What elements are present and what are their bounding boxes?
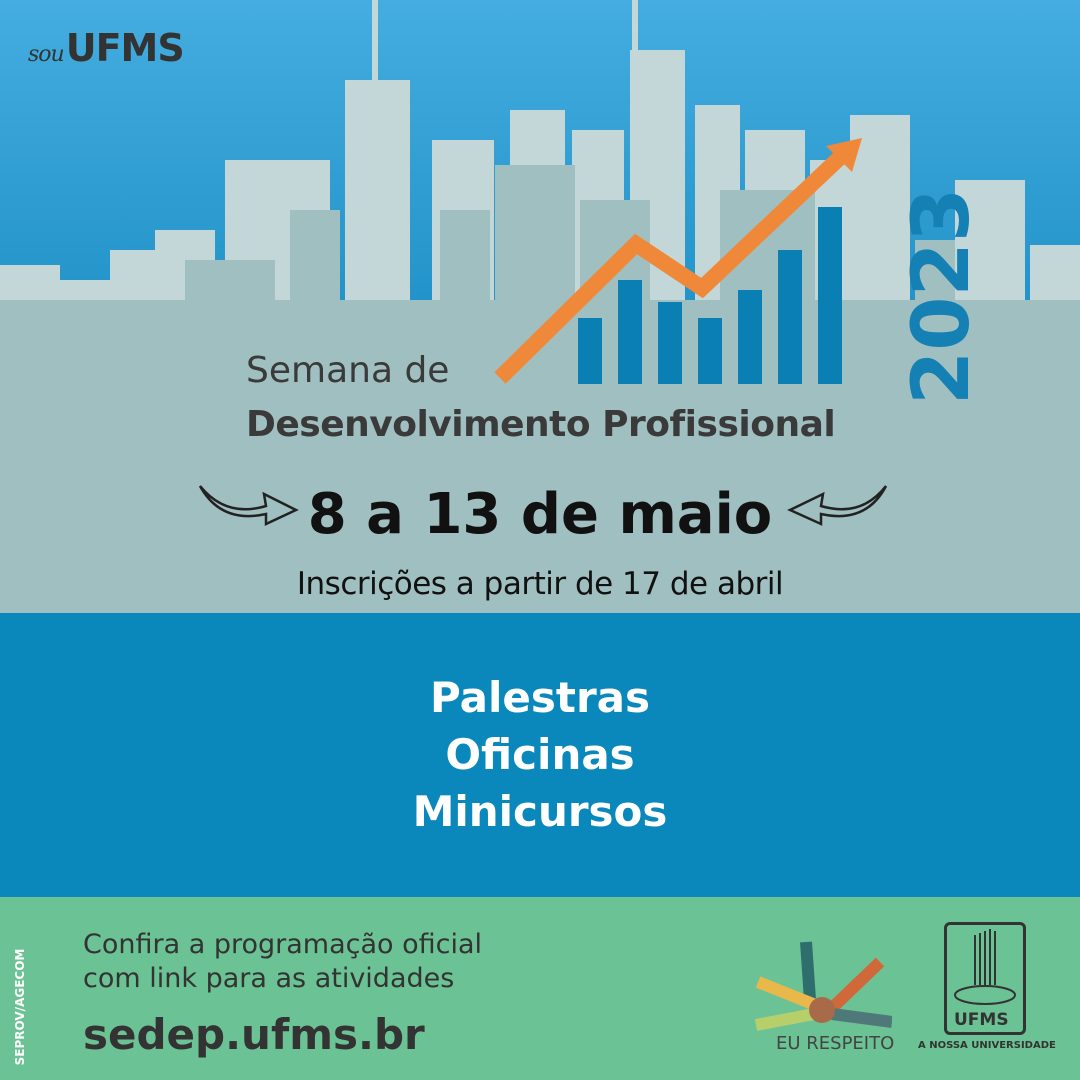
activity-item: Oficinas (445, 730, 635, 779)
eu-respeito-text: EU RESPEITO (776, 1033, 895, 1054)
event-dates: 8 a 13 de maio (307, 482, 773, 547)
header-area: souUFMS 2023 (0, 0, 1080, 613)
ufms-name: UFMS (954, 1010, 1009, 1030)
activities-band: Palestras Oficinas Minicursos (0, 613, 1080, 897)
year: 2023 (897, 187, 987, 405)
activity-item: Palestras (429, 673, 650, 722)
registration-info: Inscrições a partir de 17 de abril (296, 566, 784, 602)
trend-arrow (494, 142, 856, 384)
arrow-left-icon (787, 485, 888, 526)
title-line1: Semana de (246, 350, 450, 391)
credit: SEPROV/AGECOM (13, 948, 27, 1066)
sou-ufms-logo: souUFMS (28, 26, 185, 70)
ufms-logo (944, 922, 1026, 1035)
bar-graphic (578, 207, 842, 384)
website-link[interactable]: sedep.ufms.br (83, 1010, 425, 1059)
ufms-tagline: A NOSSA UNIVERSIDADE (918, 1040, 1056, 1051)
activity-item: Minicursos (412, 787, 668, 836)
title-line2: Desenvolvimento Profissional (246, 404, 836, 445)
arrow-right-icon (198, 485, 299, 526)
eu-respeito-logo (754, 941, 892, 1031)
footer-text: Confira a programação oficial com link pa… (83, 929, 483, 994)
city-skyline (0, 0, 1080, 613)
footer (0, 897, 1080, 1080)
